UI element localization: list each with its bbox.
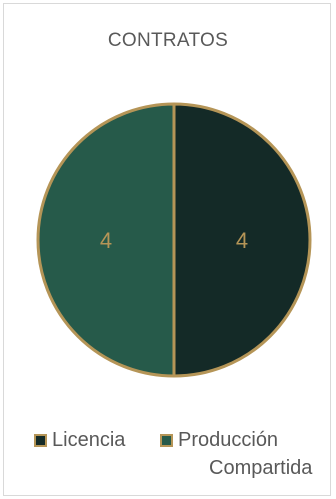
legend-item-produccion-compartida: Producción (160, 426, 278, 454)
legend-swatch-licencia (34, 433, 47, 447)
legend-label-compartida: Compartida (209, 457, 313, 479)
legend-label-produccion: Producción (178, 429, 279, 451)
data-label-licencia: 4 (236, 228, 248, 253)
chart-title: CONTRATOS (107, 30, 229, 51)
data-label-produccion-compartida: 4 (100, 228, 112, 253)
legend-swatch-produccion-compartida (160, 433, 173, 447)
legend-label-licencia: Licencia (52, 429, 126, 451)
pie-slice-produccion-compartida (36, 102, 176, 378)
legend-item-licencia: Licencia (34, 426, 125, 454)
pie-slice-licencia (172, 102, 312, 378)
